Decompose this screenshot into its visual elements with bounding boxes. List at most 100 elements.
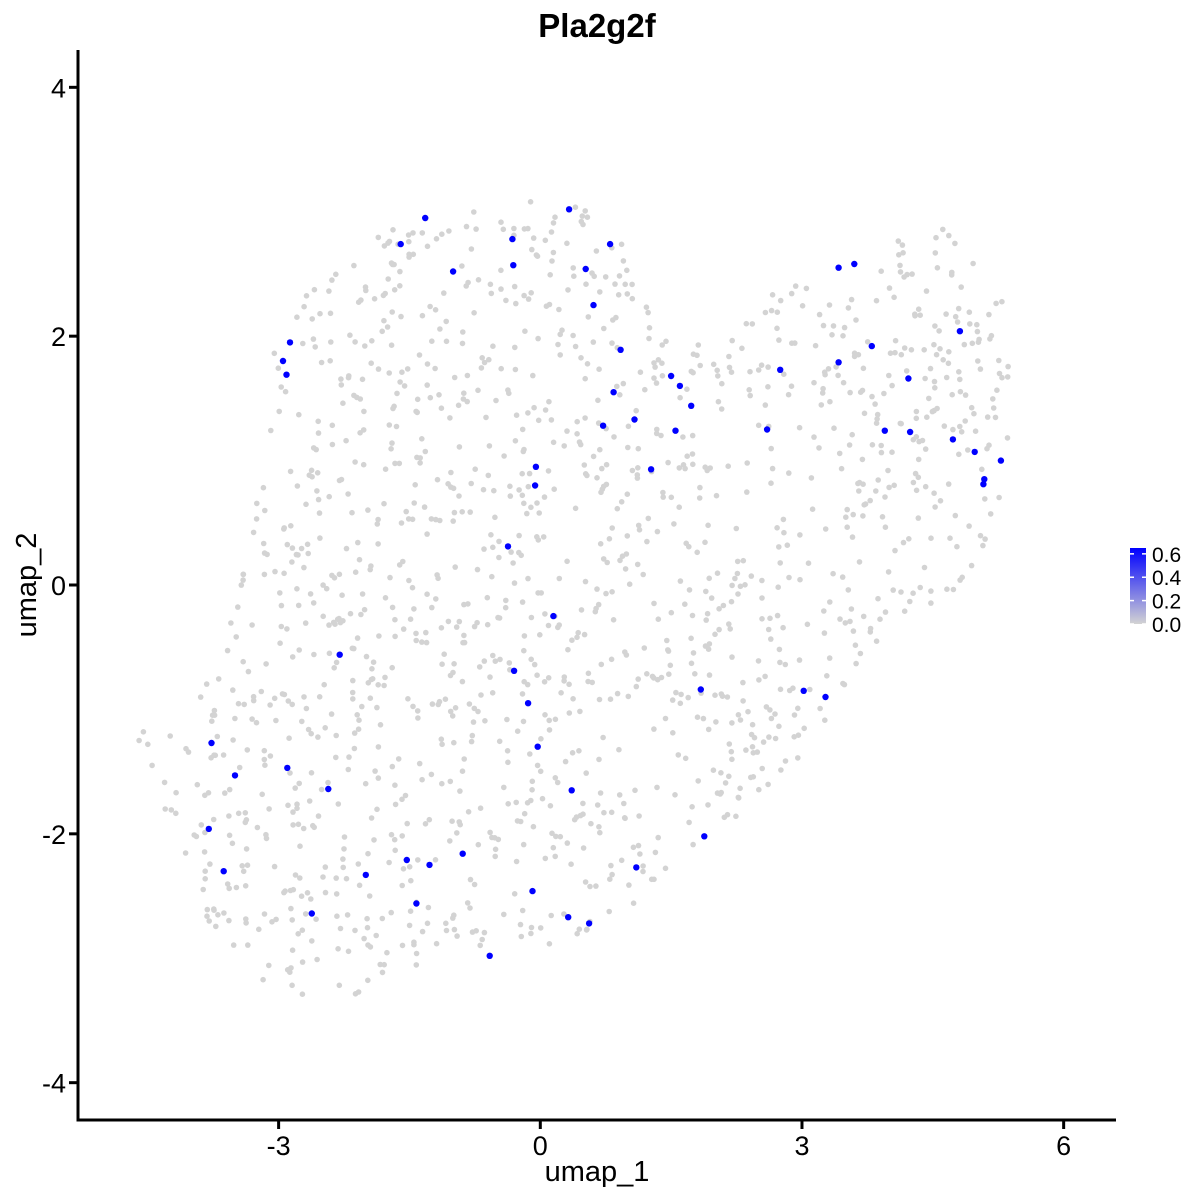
background-cell-point <box>840 680 846 687</box>
background-cell-point <box>765 384 771 390</box>
background-cell-point <box>468 480 475 487</box>
background-cell-point <box>600 734 606 741</box>
background-cell-point <box>924 414 930 421</box>
plot-title: Pla2g2f <box>538 7 656 44</box>
background-cell-point <box>534 500 540 506</box>
background-cell-point <box>597 790 604 796</box>
background-cell-point <box>600 556 607 562</box>
background-cell-point <box>875 595 881 602</box>
background-cell-point <box>415 857 421 863</box>
background-cell-point <box>516 487 522 493</box>
background-cell-point <box>593 605 599 612</box>
background-cell-point <box>161 779 168 786</box>
background-cell-point <box>306 798 313 804</box>
background-cell-point <box>690 351 697 358</box>
background-cell-point <box>829 332 835 338</box>
background-cell-point <box>367 944 374 950</box>
background-cell-point <box>921 347 927 353</box>
background-cell-point <box>267 753 274 759</box>
background-cell-point <box>583 281 589 288</box>
background-cell-point <box>451 509 458 516</box>
background-cell-point <box>737 583 744 590</box>
background-cell-point <box>685 694 691 701</box>
background-cell-point <box>435 701 442 708</box>
background-cell-point <box>809 506 816 512</box>
background-cell-point <box>272 568 278 575</box>
background-cell-point <box>927 365 934 372</box>
background-cell-point <box>354 712 361 718</box>
background-cell-point <box>777 659 783 666</box>
background-cell-point <box>492 658 499 664</box>
background-cell-point <box>365 977 371 984</box>
background-cell-point <box>293 551 300 558</box>
background-cell-point <box>410 251 417 258</box>
expressing-cell-point <box>800 687 807 694</box>
background-cell-point <box>358 611 364 618</box>
background-cell-point <box>294 483 301 489</box>
background-cell-point <box>841 324 848 331</box>
background-cell-point <box>525 410 531 416</box>
background-cell-point <box>877 616 883 622</box>
background-cell-point <box>384 324 391 330</box>
background-cell-point <box>947 535 953 541</box>
background-cell-point <box>456 493 462 499</box>
background-cell-point <box>805 560 812 566</box>
background-cell-point <box>261 571 268 578</box>
background-cell-point <box>471 623 478 630</box>
background-cell-point <box>424 243 431 250</box>
background-cell-point <box>937 346 943 352</box>
background-cell-point <box>510 560 516 566</box>
background-cell-point <box>716 606 722 612</box>
background-cell-point <box>287 468 294 475</box>
background-cell-point <box>852 642 859 648</box>
background-cell-point <box>850 628 857 634</box>
background-cell-point <box>414 708 421 714</box>
background-cell-point <box>443 920 449 927</box>
background-cell-point <box>665 459 671 466</box>
background-cell-point <box>646 335 652 342</box>
background-cell-point <box>827 398 833 405</box>
background-cell-point <box>833 364 839 370</box>
background-cell-point <box>333 659 340 666</box>
background-cell-point <box>624 267 630 274</box>
expressing-cell-point <box>524 700 532 707</box>
background-cell-point <box>500 226 507 233</box>
background-cell-point <box>309 938 315 944</box>
background-cell-point <box>655 616 662 622</box>
background-cell-point <box>439 231 445 237</box>
background-cell-point <box>534 534 540 540</box>
background-cell-point <box>551 486 557 493</box>
background-cell-point <box>645 515 652 522</box>
background-cell-point <box>484 621 491 628</box>
expressing-cell-point <box>509 235 516 243</box>
background-cell-point <box>377 961 384 968</box>
background-cell-point <box>622 815 628 822</box>
background-cell-point <box>505 759 511 766</box>
background-cell-point <box>843 514 849 520</box>
background-cell-point <box>728 748 735 755</box>
background-cell-point <box>705 726 712 733</box>
background-cell-point <box>386 370 393 376</box>
background-cell-point <box>982 496 988 502</box>
background-cell-point <box>136 737 142 744</box>
background-cell-point <box>748 731 755 738</box>
background-cell-point <box>423 639 430 646</box>
background-cell-point <box>308 896 314 902</box>
background-cell-point <box>597 541 604 547</box>
background-cell-point <box>704 610 711 617</box>
background-cell-point <box>675 752 682 758</box>
background-cell-point <box>285 802 291 809</box>
background-cell-point <box>826 655 833 661</box>
background-cell-point <box>776 723 782 730</box>
background-cell-point <box>660 489 666 496</box>
background-cell-point <box>886 372 892 379</box>
background-cell-point <box>642 386 648 393</box>
background-cell-point <box>476 664 483 670</box>
background-cell-point <box>556 622 562 628</box>
expressing-cell-point <box>504 543 512 550</box>
background-cell-point <box>749 721 756 728</box>
background-cell-point <box>338 476 345 483</box>
background-cell-point <box>439 661 445 667</box>
background-cell-point <box>220 752 227 758</box>
background-cell-point <box>468 738 475 745</box>
